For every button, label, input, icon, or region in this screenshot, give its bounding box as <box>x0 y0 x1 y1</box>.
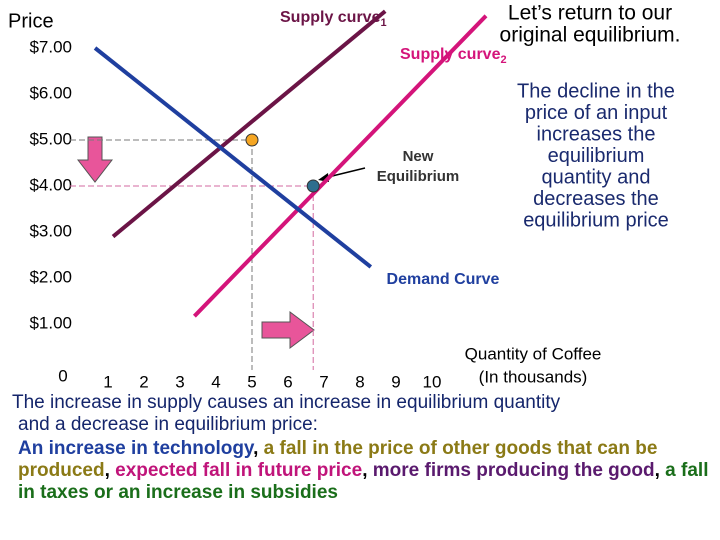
explanation-text: price of an input <box>525 102 668 124</box>
y-axis-label: Price <box>8 10 54 32</box>
down-arrow <box>76 136 114 183</box>
x-axis-label: Quantity of Coffee <box>465 344 602 363</box>
x-tick-label: 9 <box>391 372 400 390</box>
x-tick-label: 5 <box>247 372 256 390</box>
y-tick-label: $1.00 <box>29 313 72 332</box>
new-equilibrium-label: Equilibrium <box>377 168 460 185</box>
x-tick-label: 8 <box>355 372 364 390</box>
x-tick-label: 7 <box>319 372 328 390</box>
y-tick-label: $6.00 <box>29 83 72 102</box>
series-line <box>111 9 387 239</box>
y-tick-label: $4.00 <box>29 175 72 194</box>
x-tick-label: 0 <box>58 366 67 385</box>
caption-line: and a decrease in equilibrium price: <box>18 414 318 435</box>
factor: , <box>104 460 116 481</box>
return-note: Let’s return to our <box>508 2 672 25</box>
y-tick-label: $7.00 <box>29 37 72 56</box>
x-tick-label: 2 <box>139 372 148 390</box>
series-label: Demand Curve <box>387 271 500 288</box>
equilibrium-point <box>245 133 259 147</box>
equilibrium-point <box>306 179 320 193</box>
series-name: Supply curve <box>400 46 501 63</box>
new-equilibrium-label: New <box>403 148 434 165</box>
explanation-text: decreases the <box>533 188 659 210</box>
factors: An increase in technology, a fall in the… <box>18 438 716 504</box>
explanation-text: equilibrium price <box>523 209 669 231</box>
series-subscript: 2 <box>500 54 506 66</box>
series-line <box>93 46 373 269</box>
x-tick-label: 10 <box>423 372 442 390</box>
series-name: Demand Curve <box>387 271 500 288</box>
x-tick-label: 6 <box>283 372 292 390</box>
y-tick-label: $3.00 <box>29 221 72 240</box>
series-subscript: 1 <box>380 17 386 29</box>
right-arrow <box>261 311 315 349</box>
return-note: original equilibrium. <box>500 24 681 47</box>
factor: An increase in technology <box>18 438 254 459</box>
chart: Price Quantity of Coffee (In thousands) … <box>8 2 681 390</box>
factor: , <box>253 438 264 459</box>
factor: a fall in taxes or an increase in subsid… <box>18 460 714 503</box>
series-label: Supply curve2 <box>400 46 507 66</box>
factor: more firms producing the good <box>372 460 655 481</box>
caption-line: The increase in supply causes an increas… <box>12 392 561 413</box>
factor: a fall in the price of other goods that … <box>18 438 663 481</box>
y-tick-label: $5.00 <box>29 129 72 148</box>
y-tick-label: $2.00 <box>29 267 72 286</box>
explanation-text: increases the <box>537 123 656 145</box>
factor: expected fall in future price <box>115 460 363 481</box>
caption: The increase in supply causes an increas… <box>12 392 716 504</box>
factor: , <box>654 460 666 481</box>
series-line <box>192 14 488 318</box>
x-tick-label: 4 <box>211 372 220 390</box>
series-name: Supply curve <box>280 9 381 26</box>
explanation-text: The decline in the <box>517 80 675 102</box>
x-axis-label: (In thousands) <box>479 367 588 386</box>
x-tick-label: 3 <box>175 372 184 390</box>
series-label: Supply curve1 <box>280 9 387 29</box>
factor: , <box>362 460 373 481</box>
x-tick-label: 1 <box>103 372 112 390</box>
explanation-text: equilibrium <box>548 145 645 167</box>
explanation-text: quantity and <box>542 166 651 188</box>
